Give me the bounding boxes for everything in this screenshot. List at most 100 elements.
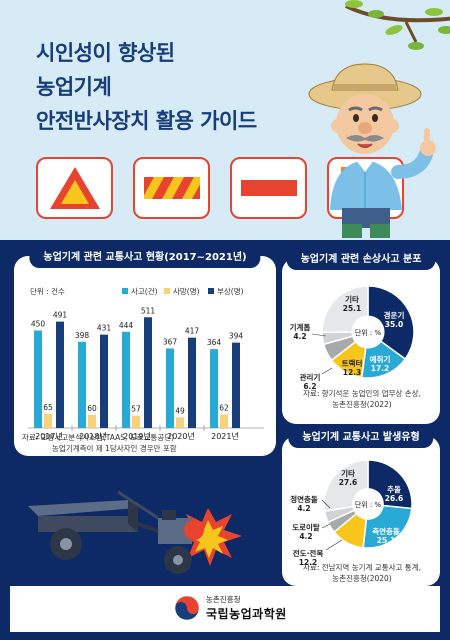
- bar-2-3: [188, 337, 196, 428]
- accident-type-title: 농업기계 교통사고 발생유형: [288, 428, 434, 448]
- injury-distribution-panel: 농업기계 관련 손상사고 분포 단위 : % 경운기 35.0 예취기 17.2 트랙터 1…: [282, 250, 440, 424]
- legend-label-2: 부상(명): [217, 286, 244, 296]
- injury-source-line-2: 농촌진흥청(2022): [332, 400, 392, 409]
- pie-label-value-3: 4.2: [299, 532, 312, 541]
- taegeuk-logo-icon: [174, 595, 200, 621]
- title-line-1: 시인성이 향상된: [36, 41, 175, 65]
- bar-label-0-2: 444: [119, 321, 134, 330]
- accident-chart-title: 농업기계 관련 교통사고 현황(2017~2021년): [29, 248, 261, 268]
- bar-label-2-0: 491: [53, 311, 68, 320]
- org-small-name: 농촌진흥청: [206, 595, 241, 604]
- bar-label-0-4: 364: [207, 338, 222, 347]
- bar-label-0-3: 367: [163, 337, 178, 346]
- bar-label-0-0: 450: [31, 320, 46, 329]
- x-tick-label-3: 2020년: [167, 431, 195, 441]
- pie-label-value-4: 4.2: [293, 332, 306, 341]
- bar-label-2-3: 417: [185, 327, 200, 336]
- bar-label-2-4: 394: [229, 332, 244, 341]
- legend-swatch-2: [208, 288, 214, 294]
- x-tick-label-1: 2018년: [79, 431, 107, 441]
- pie-label-value-5: 25.1: [343, 304, 362, 313]
- accident-type-source-line-2: 농촌진흥청(2020): [332, 574, 392, 583]
- bar-1-2: [132, 415, 140, 428]
- accident-type-source-line-1: 자료: 전남지역 농기계 교통사고 통계,: [303, 563, 421, 572]
- bar-0-3: [166, 348, 174, 428]
- main-section: 농업기계 관련 교통사고 현황(2017~2021년) 단위 : 건수 사고(건…: [0, 240, 450, 640]
- leader-line-5: [321, 499, 331, 509]
- bar-label-1-2: 57: [131, 405, 141, 414]
- injury-source-line-1: 자료: 향기석운 농업인의 업무상 손상,: [303, 389, 421, 398]
- bar-2-4: [232, 342, 240, 428]
- power-tiller-collision-illustration: [28, 490, 242, 574]
- accident-source-note: 자료: 교통사고분석시스템(TAAS, 도로교통공단) 농업기계측이 제 1당사…: [22, 432, 177, 454]
- pie-center: [352, 488, 384, 520]
- injury-source-note: 자료: 향기석운 농업인의 업무상 손상, 농촌진흥청(2022): [292, 388, 432, 410]
- pie-label-name-5: 기타: [341, 468, 355, 478]
- bar-1-0: [44, 413, 52, 428]
- pie-label-name-1: 예취기: [370, 354, 391, 364]
- legend-label-1: 사망(명): [173, 286, 200, 296]
- leader-line-4: [321, 523, 331, 529]
- bar-label-1-4: 62: [219, 404, 229, 413]
- bar-0-0: [34, 330, 42, 428]
- pie-unit-label: 단위 : %: [355, 500, 382, 509]
- bar-label-1-1: 60: [87, 404, 97, 413]
- unit-label: 단위 : 건수: [30, 286, 65, 296]
- bar-2-2: [144, 317, 152, 428]
- pie-unit-label: 단위 : %: [355, 328, 382, 337]
- pie-label-name-0: 경운기: [384, 310, 405, 320]
- leader-line-3: [325, 539, 343, 551]
- injury-chart-title: 농업기계 관련 손상사고 분포: [286, 250, 436, 270]
- pie-label-name-0: 추돌: [387, 484, 401, 494]
- accident-type-pie-chart: 단위 : %추돌26.6측면충돌25.1전도·전복12.2도로이탈4.2정면충돌…: [290, 459, 413, 567]
- accident-bar-chart: 단위 : 건수 사고(건) 사망(명) 부상(명) 450 65 491 2017년 398…: [28, 286, 264, 441]
- x-tick-label-2: 2019년: [123, 431, 151, 441]
- pie-label-value-4: 4.2: [297, 504, 310, 513]
- striped-reflector-icon: [143, 177, 200, 199]
- bars-group: 450 65 491 2017년 398 60 431 2018년 444 57 511 2019년 3…: [31, 306, 244, 441]
- red-reflector-tape: [230, 157, 307, 219]
- slow-moving-triangle-sign: [36, 157, 113, 219]
- pie-label-name-4: 기계톱: [290, 322, 311, 332]
- bar-label-1-3: 49: [175, 406, 185, 415]
- hero-title: 시인성이 향상된 농업기계 안전반사장치 활용 가이드: [36, 36, 257, 138]
- pie-label-name-2: 트랙터: [342, 358, 363, 368]
- tree-branch-icon: [345, 0, 450, 50]
- bar-0-4: [210, 349, 218, 428]
- pie-center: [351, 315, 385, 349]
- bar-1-3: [176, 417, 184, 428]
- legend-swatch-0: [122, 288, 128, 294]
- accident-type-source-note: 자료: 전남지역 농기계 교통사고 통계, 농촌진흥청(2020): [292, 562, 432, 584]
- title-line-3: 안전반사장치 활용 가이드: [36, 109, 257, 133]
- legend-swatch-1: [164, 288, 170, 294]
- bar-0-2: [122, 331, 130, 428]
- triangle-reflector-icon: [49, 167, 100, 209]
- bar-0-1: [78, 341, 86, 428]
- pie-label-value-3: 6.2: [303, 382, 316, 391]
- bar-1-1: [88, 415, 96, 428]
- footer: 농촌진흥청 국립농업과학원: [10, 586, 440, 632]
- pie-label-value-0: 35.0: [385, 320, 404, 329]
- accident-chart-panel: 농업기계 관련 교통사고 현황(2017~2021년) 단위 : 건수 사고(건…: [14, 248, 276, 456]
- pie-slice-0: [367, 285, 415, 361]
- accident-type-panel: 농업기계 교통사고 발생유형 단위 : % 추돌 26.6 측면충돌 25.1 전도·전복…: [282, 428, 440, 586]
- accident-source-line-1: 자료: 교통사고분석시스템(TAAS, 도로교통공단): [22, 433, 175, 442]
- farmer-character-illustration: [308, 63, 436, 238]
- pie-label-name-4: 정면충돌: [290, 494, 318, 504]
- pie-label-value-0: 26.6: [385, 494, 404, 503]
- bar-2-0: [56, 321, 64, 428]
- legend-label-0: 사고(건): [131, 286, 158, 296]
- x-tick-label-0: 2017년: [35, 431, 63, 441]
- accident-source-line-2: 농업기계측이 제 1당사자인 경우만 포함: [52, 444, 177, 453]
- pie-label-value-5: 27.6: [339, 478, 358, 487]
- pie-label-value-1: 17.2: [371, 364, 390, 373]
- striped-reflector-sign: [133, 157, 210, 219]
- title-line-2: 농업기계: [36, 75, 112, 99]
- pie-label-name-3: 관리기: [300, 372, 321, 382]
- org-big-name: 국립농업과학원: [206, 607, 287, 621]
- pie-label-name-5: 기타: [345, 294, 359, 304]
- pie-label-name-2: 전도·전복: [293, 548, 324, 558]
- hero-section: 시인성이 향상된 농업기계 안전반사장치 활용 가이드: [0, 0, 450, 240]
- bar-label-0-1: 398: [75, 331, 90, 340]
